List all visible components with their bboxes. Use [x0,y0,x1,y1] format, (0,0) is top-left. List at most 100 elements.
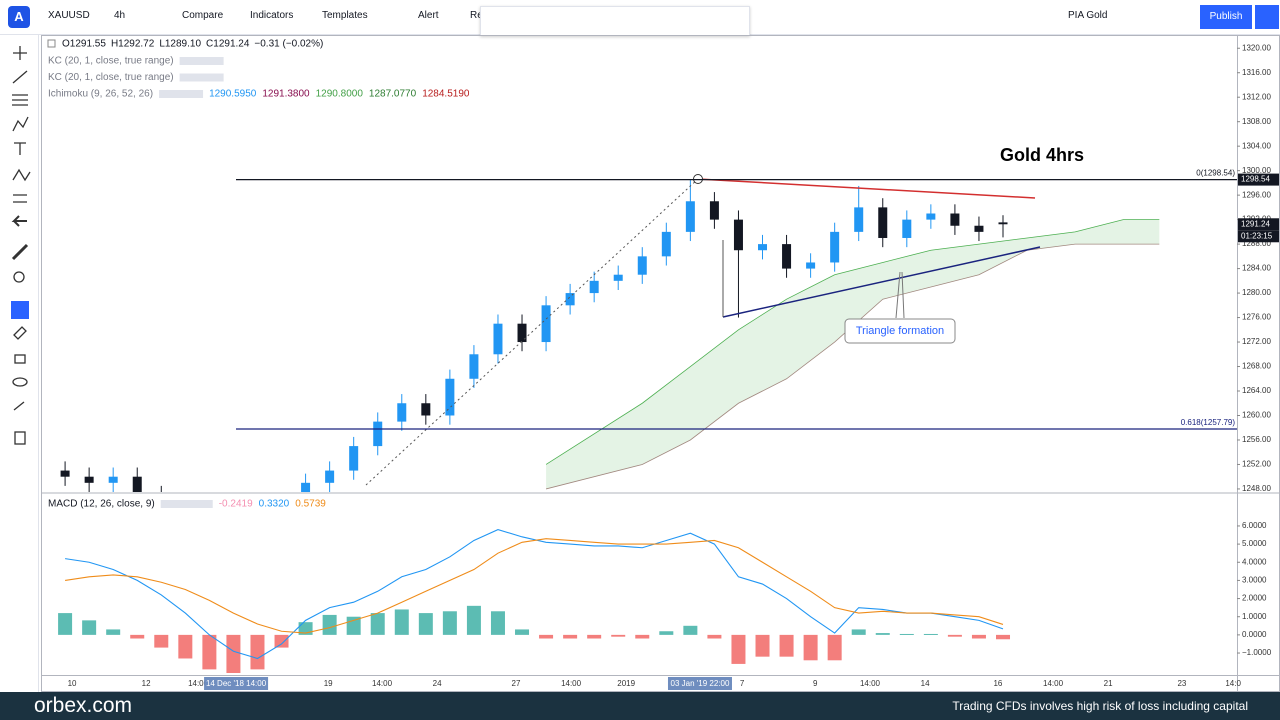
macd-value: 0.3320 [259,499,290,510]
x-tick-label: 7 [740,679,745,688]
histogram-bar [947,634,962,637]
x-tick-label: 14:00 [372,679,393,688]
ruler-tool[interactable] [11,243,29,261]
candle-body [517,323,527,343]
text-tool[interactable] [14,142,26,155]
x-tick-label: 21 [1104,679,1113,688]
macd-value: 0.5739 [295,499,326,510]
histogram-bar [851,629,866,635]
ohlc-value: −0.31 (−0.02%) [254,39,323,50]
x-tick-label: 10 [68,679,77,688]
replay-button[interactable]: Re [470,10,483,21]
candle-body [397,403,407,422]
indicator-controls [179,73,224,82]
templates-button[interactable]: Templates [322,10,368,21]
candle-body [421,403,431,416]
histogram-bar [923,633,938,635]
y-tick-label: 1272.00 [1242,337,1271,346]
x-tick-label: 12 [142,679,151,688]
y-tick-label: 5.0000 [1242,539,1267,548]
histogram-bar [659,631,674,635]
indicator-controls [160,500,213,508]
symbol[interactable]: XAUUSD [48,10,90,21]
candle-body [733,219,743,251]
histogram-bar [899,633,914,635]
candle-body [205,507,214,513]
indicators-button[interactable]: Indicators [250,10,294,21]
x-tick-highlight [204,677,269,690]
histogram-bar [442,611,457,635]
y-tick-label: 4.0000 [1242,557,1267,566]
zoom-tool[interactable] [13,271,25,283]
fib-level-label: 0(1298.54) [1196,169,1235,178]
lock-draw-tool[interactable] [13,326,27,340]
chart-title: Gold 4hrs [1000,145,1084,165]
histogram-bar [515,629,530,635]
histogram-bar [130,634,145,639]
trendline-tool[interactable] [12,70,28,84]
back-tool[interactable] [11,215,27,227]
y-tick-label: 1248.00 [1242,484,1271,493]
main-legend: O1291.55 H1292.72 L1289.10 C1291.24 −0.31 (−… [47,39,470,510]
tool-icons [11,46,31,445]
measure-tool[interactable] [13,194,27,203]
y-tick-label: 2.0000 [1242,594,1267,603]
histogram-bar [779,634,794,657]
logo[interactable]: A [8,6,30,28]
indicator-name: KC (20, 1, close, true range) [48,56,174,67]
lock-tool[interactable] [14,354,26,364]
indicator-value: 1290.5950 [209,89,257,100]
histogram-bar [202,634,217,670]
pattern-tool[interactable] [12,116,29,132]
cloud-span-a [545,219,1160,465]
compare-button[interactable]: Compare [182,10,224,21]
x-tick-label: 19 [324,679,333,688]
histogram-bar [707,634,722,639]
indicator-name: Ichimoku (9, 26, 52, 26) [48,89,153,100]
histogram-bar [106,629,121,635]
indicator-value: 1290.8000 [316,89,364,100]
price-label: 1291.24 [1241,219,1270,228]
x-tick-label: 14 Dec '18 14:00 [206,679,267,688]
histogram-bar [611,634,626,637]
y-tick-label: 1296.00 [1242,190,1271,199]
y-tick-label: 1252.00 [1242,460,1271,469]
histogram-bar [563,634,578,639]
triangle-lower-line [722,246,1041,318]
y-tick-label: 1260.00 [1242,411,1271,420]
candle-body [998,222,1008,225]
candle-body [325,470,335,483]
x-tick-label: 14:00 [1043,679,1064,688]
callout-box[interactable] [844,318,956,344]
price-label: 1298.54 [1241,175,1270,184]
y-tick-label: 0.0000 [1242,630,1267,639]
alert-button[interactable]: Alert [418,10,439,21]
play-button[interactable] [1255,5,1279,29]
layout-name[interactable]: PIA Gold [1068,10,1108,21]
candle-body [445,378,455,416]
eye-tool[interactable] [12,377,28,387]
price-label-box [1238,173,1279,186]
indicator-controls [179,57,224,65]
trash-tool[interactable] [14,431,26,445]
histogram-bar [996,634,1011,640]
y-tick-label: 1316.00 [1242,68,1271,77]
publish-button[interactable]: Publish [1200,5,1252,29]
candle-body [709,201,719,220]
histogram-bar [58,613,73,635]
indicator-value: 1284.5190 [422,89,470,100]
brand: orbex.com [34,694,133,717]
magnet-tool[interactable] [11,301,29,319]
y-tick-label: 3.0000 [1242,576,1267,585]
x-tick-label: 23 [1177,679,1186,688]
interval[interactable]: 4h [114,10,126,21]
candle-body [685,201,695,232]
path-tool[interactable] [12,168,31,182]
cloud-span-b [545,243,1160,490]
link-tool[interactable] [13,401,25,411]
fib-tool[interactable] [12,94,28,106]
macd-line [65,538,1004,634]
y-tick-label: 1268.00 [1242,362,1271,371]
crosshair-tool[interactable] [13,46,27,60]
